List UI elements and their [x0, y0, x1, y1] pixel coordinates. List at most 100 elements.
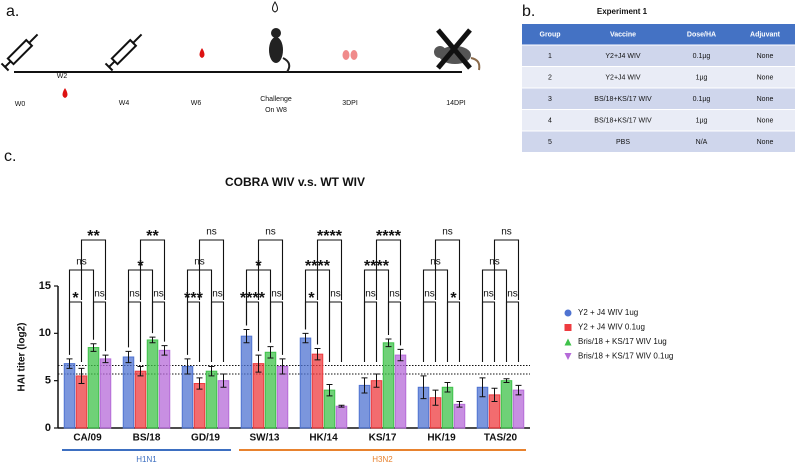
legend-label: Bris/18 + KS/17 WIV 0.1ug: [578, 352, 673, 361]
group-label: H3N2: [372, 455, 393, 464]
x-tick-label: HK/14: [309, 433, 338, 444]
significance-label: *: [72, 290, 79, 307]
table-row: [522, 131, 795, 152]
y-axis-label: HAI titer (log2): [17, 323, 28, 392]
error-bar: [184, 358, 191, 375]
error-bar: [137, 365, 144, 377]
significance-bracket: [422, 301, 437, 362]
significance-bracket: [198, 239, 225, 300]
significance-bracket: [80, 239, 107, 300]
table-row: [522, 45, 795, 66]
x-tick-label: HK/19: [427, 433, 456, 444]
table-cell: Group: [540, 32, 561, 39]
error-bar: [515, 384, 522, 396]
bar: [335, 405, 348, 429]
x-tick-label: CA/09: [73, 433, 102, 444]
significance-bracket: [151, 301, 166, 342]
error-bar: [279, 358, 286, 375]
bar: [299, 337, 312, 429]
significance-label: ns: [212, 289, 223, 300]
significance-bracket: [186, 301, 201, 362]
table-cell: 5: [548, 139, 552, 146]
table-cell: 0.1µg: [693, 53, 711, 60]
table-cell: PBS: [616, 139, 630, 146]
significance-label: ns: [424, 289, 435, 300]
bar: [122, 356, 135, 429]
table-cell: Y2+J4 WIV: [605, 75, 641, 82]
bar: [500, 380, 513, 429]
table-cell: Adjuvant: [750, 32, 781, 39]
significance-label: ns: [483, 289, 494, 300]
x-tick-label: KS/17: [369, 433, 397, 444]
bar: [311, 353, 324, 429]
table-cell: BS/18+KS/17 WIV: [594, 96, 652, 103]
table-cell: BS/18+KS/17 WIV: [594, 118, 652, 125]
bar: [134, 370, 147, 429]
error-bar: [208, 365, 215, 377]
timepoint-label: 14DPI: [446, 100, 466, 107]
significance-bracket: [446, 301, 461, 362]
table-cell: 0.1µg: [693, 96, 711, 103]
bar: [146, 339, 159, 429]
table-cell: None: [757, 53, 774, 60]
error-bar: [432, 389, 439, 406]
error-bar: [491, 387, 498, 402]
bar: [181, 365, 194, 429]
x-tick-label: BS/18: [133, 433, 161, 444]
significance-bracket: [493, 239, 520, 300]
legend-marker: [564, 309, 572, 317]
significance-label: ns: [442, 227, 453, 238]
table-cell: None: [757, 118, 774, 125]
error-bar: [503, 378, 510, 384]
significance-bracket: [127, 301, 142, 362]
legend-marker: [564, 324, 572, 331]
table-cell: Dose/HA: [687, 32, 716, 39]
significance-label: ns: [129, 289, 140, 300]
bar: [512, 389, 525, 429]
table-cell: 1: [548, 53, 552, 60]
table-cell: None: [757, 75, 774, 82]
significance-label: ****: [317, 228, 343, 245]
x-tick-label: GD/19: [191, 433, 220, 444]
timepoint-label: W2: [57, 73, 68, 80]
significance-bracket: [68, 301, 83, 362]
table-cell: 2: [548, 75, 552, 82]
bar: [276, 365, 289, 429]
y-tick-label: 5: [45, 375, 51, 387]
syringe-icon: [0, 33, 39, 72]
table-cell: 1µg: [696, 75, 708, 82]
significance-label: ****: [376, 228, 402, 245]
error-bar: [125, 350, 132, 364]
table-row: [522, 24, 795, 45]
significance-label: *: [308, 290, 315, 307]
error-bar: [361, 377, 368, 394]
timepoint-label: 3DPI: [342, 100, 358, 107]
table-cell: None: [757, 139, 774, 146]
table-cell: N/A: [696, 139, 708, 146]
significance-label: ns: [206, 227, 217, 238]
bar: [158, 349, 171, 429]
legend-marker: [564, 338, 572, 346]
significance-label: ns: [153, 289, 164, 300]
significance-label: ns: [271, 289, 282, 300]
bar: [87, 347, 100, 429]
error-bar: [243, 329, 250, 344]
significance-bracket: [328, 301, 343, 362]
significance-label: ****: [240, 290, 266, 307]
error-bar: [338, 404, 345, 408]
bar: [252, 363, 265, 429]
panel-label: b.: [522, 3, 535, 20]
table-title: Experiment 1: [597, 7, 648, 16]
bar: [382, 342, 395, 429]
bar: [193, 383, 206, 429]
drop-icon: [272, 1, 278, 13]
bar: [63, 363, 76, 429]
error-bar: [397, 348, 404, 362]
error-bar: [302, 332, 309, 344]
bar: [453, 403, 466, 429]
error-bar: [326, 383, 333, 397]
error-bar: [456, 400, 463, 408]
error-bar: [196, 377, 203, 390]
error-bar: [255, 354, 262, 373]
